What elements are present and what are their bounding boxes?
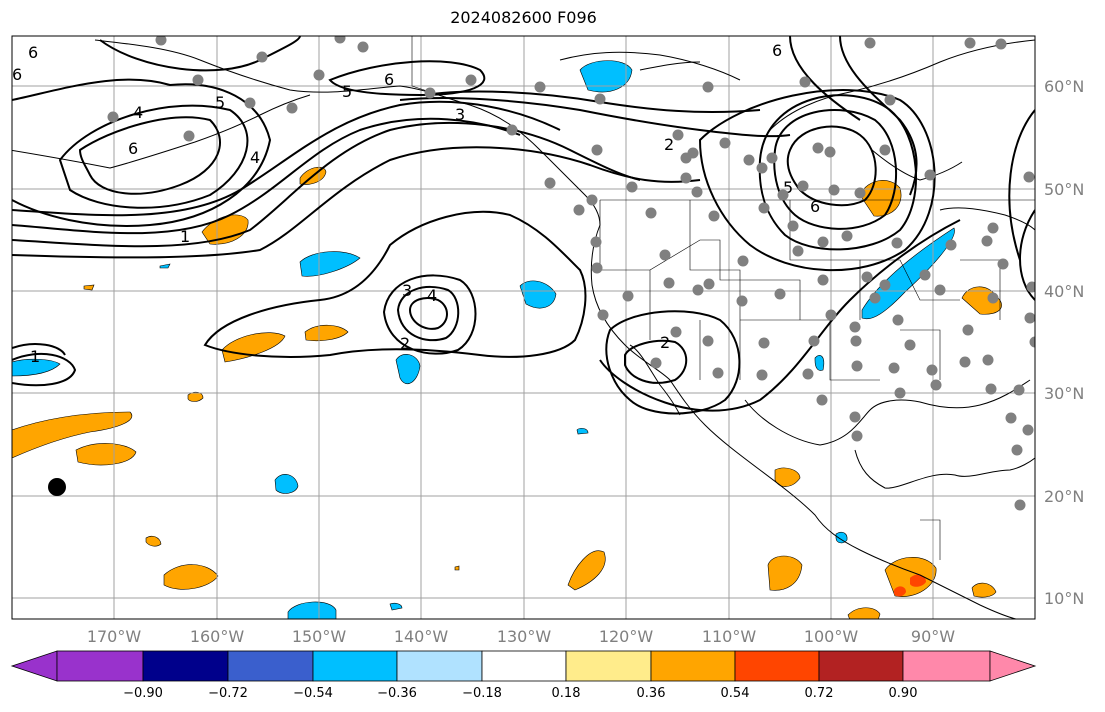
colorbar-segment <box>227 650 314 682</box>
colorbar-segment <box>734 650 820 682</box>
lon-label: 90°W <box>911 627 955 646</box>
contour-label: 6 <box>810 197 820 216</box>
lon-label: 170°W <box>87 627 142 646</box>
contour-label: 2 <box>660 333 670 352</box>
latitude-axis-labels: 60°N 50°N 40°N 30°N 20°N 10°N <box>1044 77 1084 608</box>
contour-label: 4 <box>133 103 143 122</box>
contour-label: 6 <box>12 65 22 84</box>
contour-label: 5 <box>215 93 225 112</box>
colorbar-tick: −0.36 <box>377 686 417 701</box>
strong-positive-shading <box>894 574 926 597</box>
contour-label: 6 <box>384 70 394 89</box>
colorbar-tick: 0.18 <box>552 686 581 701</box>
station-markers <box>107 36 1035 511</box>
negative-anomaly-shading <box>12 60 955 619</box>
map-title: 2024082600 F096 <box>450 8 597 27</box>
contour-label: 6 <box>128 139 138 158</box>
coastlines <box>12 39 1035 619</box>
colorbar-segment <box>56 650 144 682</box>
colorbar-segment <box>142 650 229 682</box>
colorbar-segment <box>565 650 652 682</box>
colorbar-segment <box>312 650 398 682</box>
lon-label: 130°W <box>497 627 552 646</box>
colorbar-tick: 0.72 <box>805 686 834 701</box>
lat-label: 20°N <box>1044 487 1084 506</box>
colorbar-tick: 0.36 <box>637 686 666 701</box>
contour-label: 6 <box>772 41 782 60</box>
colorbar-tick: −0.18 <box>462 686 502 701</box>
colorbar-segment <box>650 650 736 682</box>
colorbar-extend-min <box>10 650 58 682</box>
contour-label: 3 <box>402 281 412 300</box>
contour-label: 5 <box>342 82 352 101</box>
lat-label: 10°N <box>1044 589 1084 608</box>
contour-label: 2 <box>664 135 674 154</box>
lat-label: 30°N <box>1044 384 1084 403</box>
colorbar-tick-labels: −0.90 −0.72 −0.54 −0.36 −0.18 0.18 0.36 … <box>123 686 917 701</box>
colorbar <box>10 650 1037 682</box>
positive-anomaly-shading <box>12 166 1002 619</box>
contour-label: 6 <box>28 43 38 62</box>
contour-label: 3 <box>455 105 465 124</box>
colorbar-extend-max <box>989 650 1037 682</box>
lon-label: 110°W <box>702 627 757 646</box>
colorbar-segment <box>481 650 567 682</box>
colorbar-segment <box>818 650 904 682</box>
contour-lines <box>12 36 1035 415</box>
lat-label: 60°N <box>1044 77 1084 96</box>
lon-label: 160°W <box>190 627 245 646</box>
lon-label: 120°W <box>599 627 654 646</box>
lat-label: 50°N <box>1044 180 1084 199</box>
contour-label-group: 6 5 4 6 5 6 3 4 2 6 5 6 1 3 4 2 2 1 6 <box>12 41 820 366</box>
contour-label: 4 <box>250 148 260 167</box>
longitude-axis-labels: 170°W 160°W 150°W 140°W 130°W 120°W 110°… <box>87 627 955 646</box>
lat-label: 40°N <box>1044 282 1084 301</box>
colorbar-tick: −0.90 <box>123 686 163 701</box>
colorbar-tick: 0.90 <box>889 686 918 701</box>
lon-label: 100°W <box>804 627 859 646</box>
colorbar-tick: 0.54 <box>721 686 750 701</box>
contour-label: 1 <box>180 227 190 246</box>
lon-label: 150°W <box>292 627 347 646</box>
marker-dot <box>48 478 66 496</box>
colorbar-tick: −0.54 <box>293 686 333 701</box>
contour-label: 2 <box>400 334 410 353</box>
contour-label: 5 <box>783 178 793 197</box>
contour-label: 4 <box>427 286 437 305</box>
contour-label: 1 <box>30 347 40 366</box>
colorbar-segment <box>396 650 483 682</box>
lon-label: 140°W <box>394 627 449 646</box>
colorbar-segment <box>902 650 991 682</box>
colorbar-tick: −0.72 <box>208 686 248 701</box>
map-border <box>11 35 1036 620</box>
